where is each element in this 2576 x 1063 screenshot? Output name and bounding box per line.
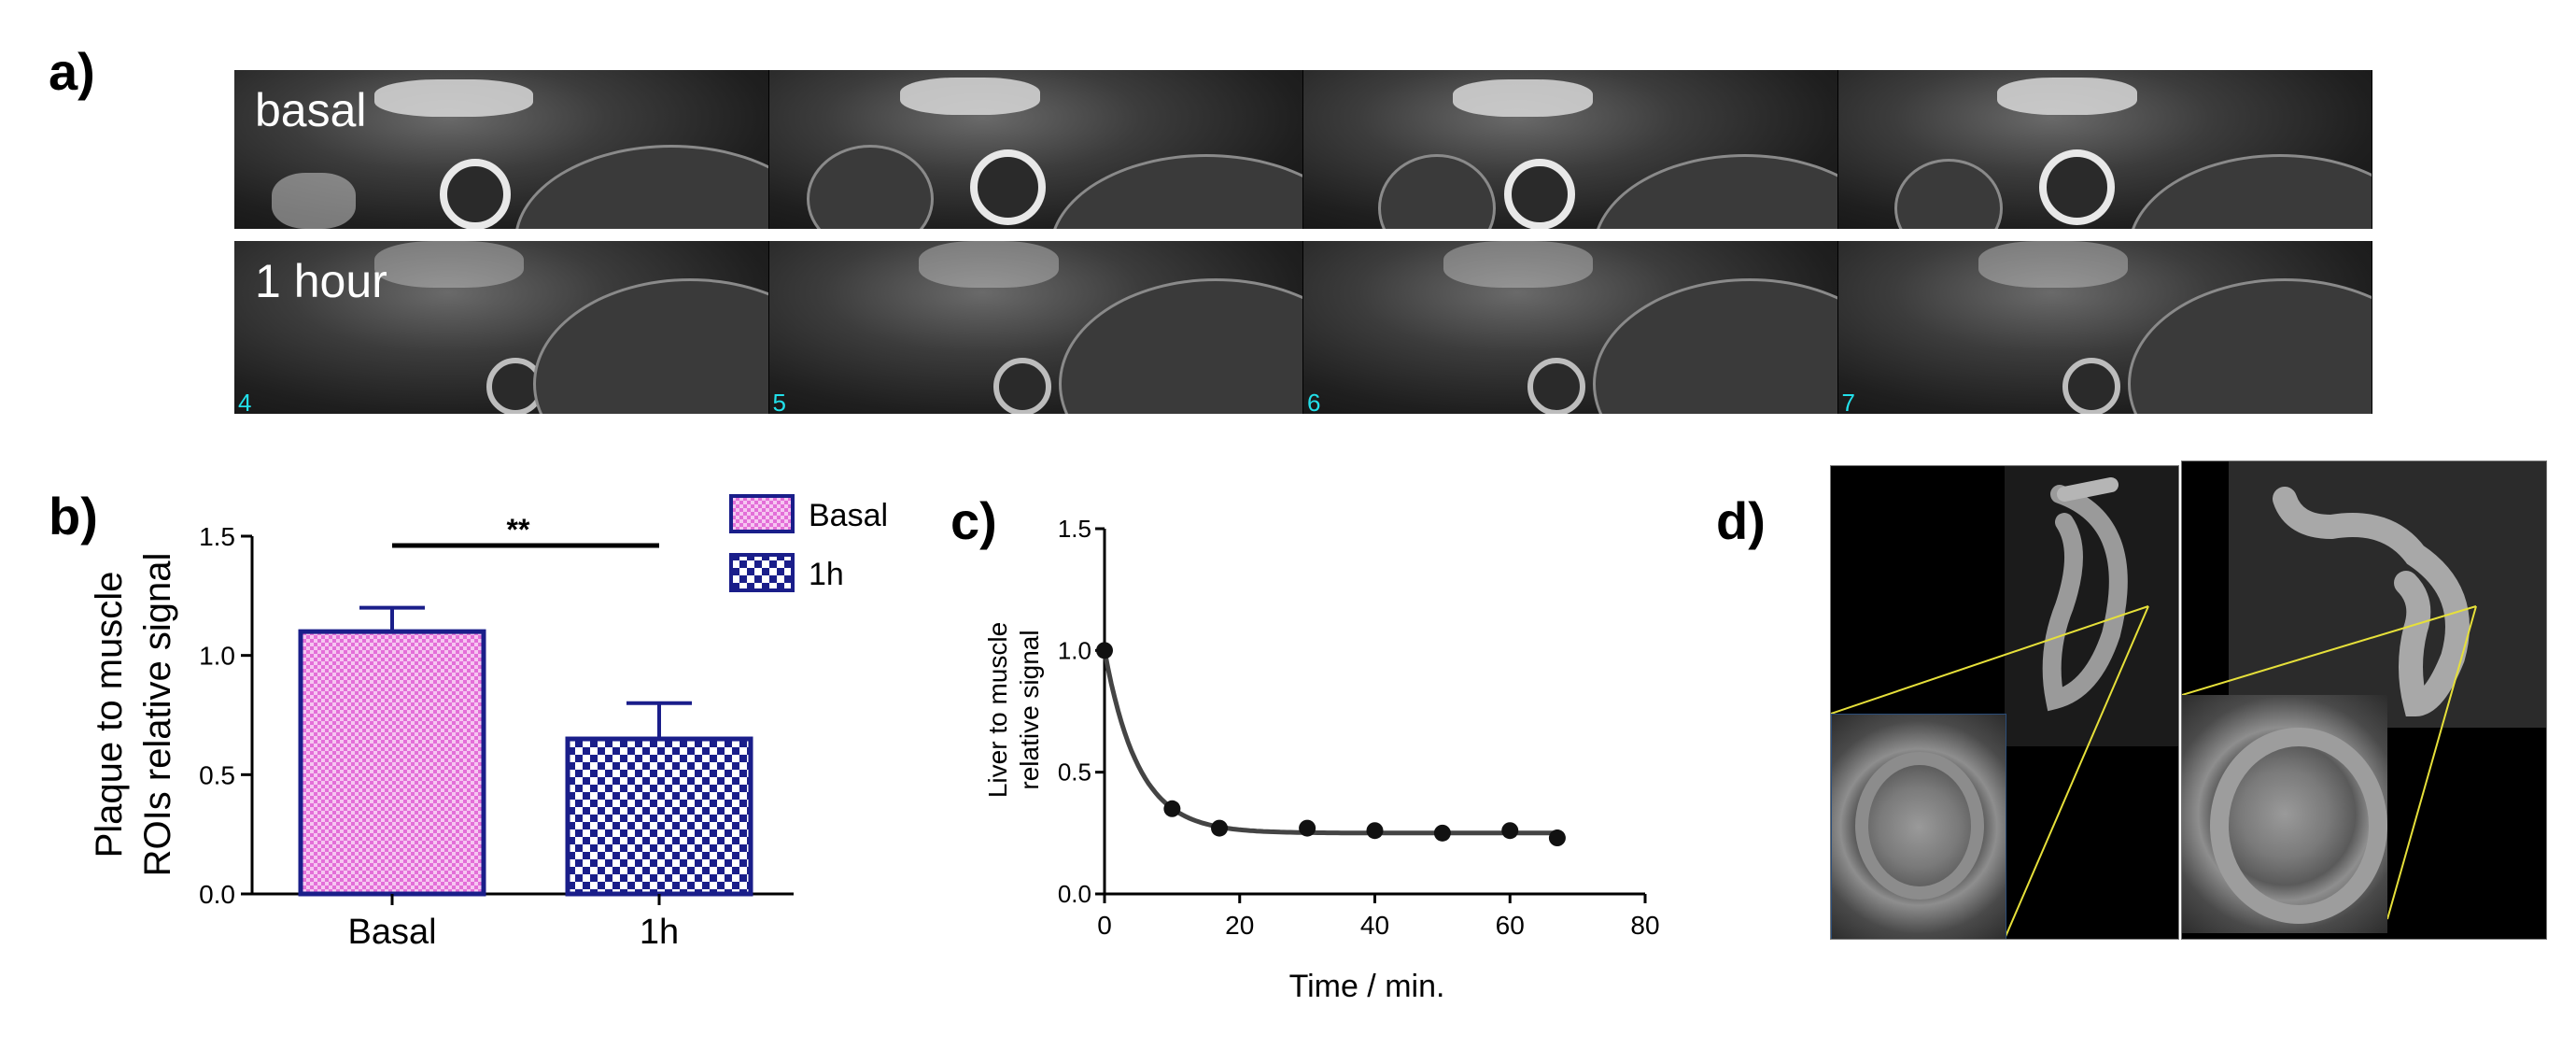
fit-curve <box>1102 649 1557 836</box>
y-axis-label-line-1: Liver to muscle <box>983 622 1012 798</box>
slice-number-6: 6 <box>1307 389 1321 414</box>
reconstruction-image-right <box>2181 461 2547 940</box>
mri-image-basal-3 <box>1303 70 1838 229</box>
mri-image-basal-1: basal <box>234 70 769 229</box>
y-tick-label: 0.5 <box>1058 758 1091 787</box>
panel-d-label: d) <box>1716 491 1766 550</box>
legend-swatch-1h <box>729 553 795 592</box>
slice-number-5: 5 <box>772 389 786 414</box>
cross-section-inset-left <box>1831 714 2006 939</box>
y-tick-label: 0.0 <box>199 880 235 909</box>
y-ticks: 0.0 0.5 1.0 1.5 <box>199 522 252 909</box>
x-tick-label: Basal <box>347 913 436 952</box>
slice-number-4: 4 <box>238 389 252 414</box>
legend-label-basal: Basal <box>809 498 888 533</box>
y-axis-label-line-2: ROIs relative signal <box>137 553 178 877</box>
data-point <box>1163 800 1181 817</box>
mri-image-basal-4 <box>1837 70 2372 229</box>
significance-marker: ** <box>507 513 530 546</box>
data-point <box>1299 819 1316 837</box>
line-chart-c: 0.0 0.5 1.0 1.5 0 20 40 60 80 Time / min. Liver… <box>983 515 1660 1004</box>
row-label-1-hour: 1 hour <box>255 255 387 307</box>
bar-chart-b: 0.0 0.5 1.0 1.5 Basal 1h Plaque to muscle RO… <box>89 494 888 952</box>
x-tick-label: 80 <box>1630 911 1659 940</box>
bar-1h <box>565 736 753 897</box>
x-tick-labels: Basal 1h <box>347 894 679 952</box>
x-axis-label: Time / min. <box>1289 969 1445 1004</box>
mri-image-basal-2 <box>768 70 1303 229</box>
mri-image-1h-1: 1 hour 4 <box>234 241 769 414</box>
panel-b-label: b) <box>49 487 98 546</box>
data-point <box>1548 829 1566 847</box>
y-axis-label-line-1: Plaque to muscle <box>89 572 130 858</box>
y-ticks: 0.0 0.5 1.0 1.5 <box>1058 515 1105 908</box>
slice-number-7: 7 <box>1841 389 1855 414</box>
x-tick-label: 0 <box>1097 911 1112 940</box>
cross-section-inset-right <box>2182 695 2387 933</box>
mri-row-1-hour: 1 hour 4 5 6 7 <box>234 241 2372 414</box>
mri-row-basal: basal <box>234 70 2372 229</box>
x-tick-label: 60 <box>1496 911 1525 940</box>
y-axis-label-line-2: relative signal <box>1015 630 1044 789</box>
y-tick-label: 1.0 <box>1058 636 1091 664</box>
vessel-render-left <box>1831 477 2149 939</box>
x-tick-label: 40 <box>1360 911 1389 940</box>
legend-label-1h: 1h <box>809 557 844 592</box>
y-tick-label: 0.5 <box>199 760 235 789</box>
mri-image-1h-2: 5 <box>768 241 1303 414</box>
vessel-render-right <box>2182 487 2477 920</box>
x-ticks: 0 20 40 60 80 <box>1097 894 1660 940</box>
y-tick-label: 1.5 <box>1058 515 1091 543</box>
bar-basal <box>298 629 486 897</box>
data-point <box>1501 822 1519 840</box>
bars <box>298 605 753 897</box>
legend: Basal 1h <box>729 494 888 592</box>
data-point <box>1211 819 1229 837</box>
mri-image-1h-3: 6 <box>1303 241 1838 414</box>
x-tick-label: 1h <box>640 913 679 952</box>
mri-image-1h-4: 7 <box>1837 241 2372 414</box>
data-point <box>1366 822 1384 840</box>
data-point <box>1096 642 1113 659</box>
row-label-basal: basal <box>255 84 367 136</box>
y-tick-label: 1.5 <box>199 522 235 551</box>
y-tick-label: 0.0 <box>1058 880 1091 908</box>
reconstruction-image-left <box>1830 465 2179 940</box>
data-point <box>1433 824 1451 842</box>
x-tick-label: 20 <box>1225 911 1254 940</box>
panel-c-label: c) <box>950 491 997 550</box>
data-points <box>1096 642 1566 847</box>
y-tick-label: 1.0 <box>199 642 235 671</box>
panel-a-label: a) <box>49 42 95 101</box>
legend-swatch-basal <box>729 494 795 533</box>
